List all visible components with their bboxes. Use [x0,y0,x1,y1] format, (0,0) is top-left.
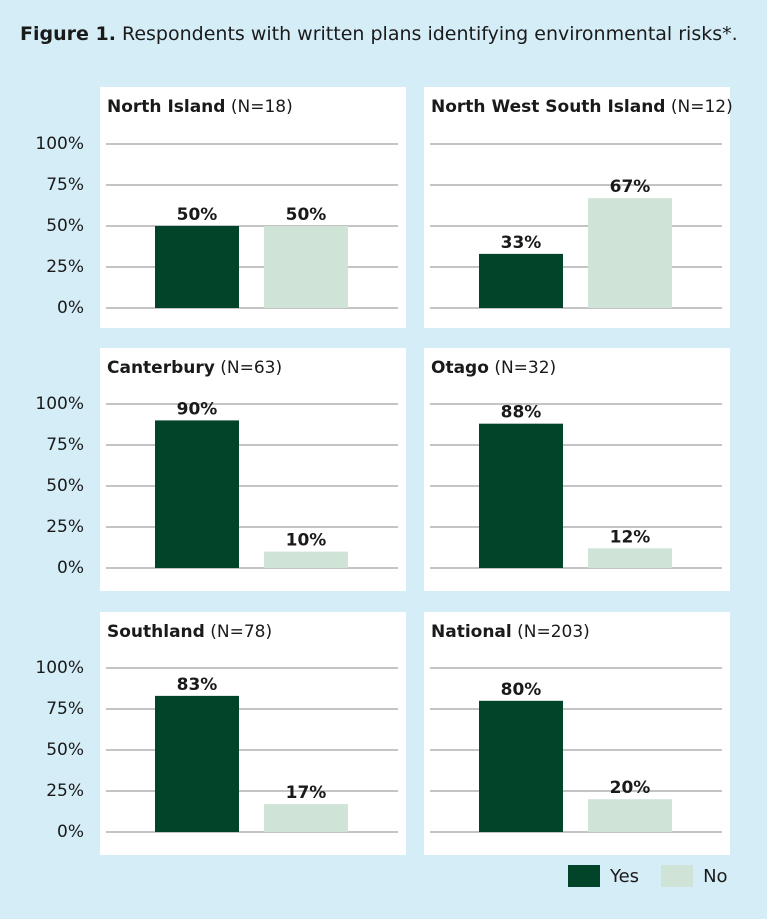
bar-value-label: 67% [610,177,651,197]
chart-title-region: North West South Island [431,97,666,117]
legend-label-no: No [703,865,728,887]
bar-yes [479,253,563,308]
chart-title-region: North Island [107,97,226,117]
y-tick-label: 0% [57,558,84,578]
legend-swatch-no [661,865,694,887]
chart-panel: North West South Island (N=12) 33% 67% [424,87,733,328]
chart-title-region: Otago [431,358,489,378]
chart-title: Otago (N=32) [431,358,556,378]
figure-title: Figure 1. Respondents with written plans… [20,20,760,48]
y-tick-label: 25% [46,257,84,277]
chart-title: National (N=203) [431,622,590,642]
bar-no [588,548,672,568]
chart-title-n: (N=203) [517,622,590,642]
chart-title-n: (N=78) [210,622,273,642]
legend-item-no: No [661,865,728,887]
figure-label: Figure 1. [20,23,116,45]
y-tick-label: 0% [57,298,84,318]
bar-value-label: 80% [501,680,542,700]
y-tick-label: 50% [46,216,84,236]
bar-value-label: 10% [286,531,327,551]
bar-no [588,799,672,832]
chart-title-region: Southland [107,622,205,642]
bar-value-label: 50% [286,205,327,225]
chart-title-region: Canterbury [107,358,215,378]
chart-title: North Island (N=18) [107,97,293,117]
y-tick-label: 100% [35,658,84,678]
chart-title: Canterbury (N=63) [107,358,282,378]
legend: Yes No [568,864,728,888]
chart-title-n: (N=63) [220,358,283,378]
y-tick-label: 0% [57,822,84,842]
chart-title-n: (N=32) [494,358,557,378]
bar-value-label: 17% [286,783,327,803]
bar-no [264,226,348,308]
chart-title-n: (N=18) [230,97,293,117]
chart-panel: Southland (N=78) 83% 17% [100,612,406,855]
bar-yes [155,226,239,308]
y-tick-label: 75% [46,699,84,719]
y-tick-label: 100% [35,394,84,414]
bar-value-label: 90% [177,399,218,419]
chart-panel: Otago (N=32) 88% 12% [424,348,730,591]
chart-plot: 80% 20% [430,667,722,833]
bar-value-label: 20% [610,778,651,798]
y-tick-label: 50% [46,740,84,760]
chart-plot: 33% 67% [430,143,722,309]
bar-value-label: 33% [501,233,542,253]
bar-yes [155,420,239,568]
chart-panel: North Island (N=18) 50% 50% [100,87,406,328]
chart-panel: Canterbury (N=63) 90% 10% [100,348,406,591]
chart-title-region: National [431,622,512,642]
legend-swatch-yes [568,865,600,887]
bar-value-label: 12% [610,527,651,547]
legend-item-yes: Yes [568,865,639,887]
bar-yes [479,423,563,568]
bar-no [264,551,348,568]
chart-plot: 88% 12% [430,403,722,569]
bar-yes [155,695,239,832]
bar-yes [479,700,563,832]
bar-no [588,198,672,308]
y-tick-label: 75% [46,435,84,455]
chart-panel: National (N=203) 80% 20% [424,612,730,855]
chart-title-n: (N=12) [670,97,733,117]
bar-value-label: 88% [501,403,542,423]
bar-no [264,804,348,832]
chart-plot: 50% 50% [106,143,398,309]
y-tick-label: 25% [46,781,84,801]
y-tick-label: 50% [46,476,84,496]
bar-value-label: 83% [177,675,218,695]
chart-plot: 83% 17% [106,667,398,833]
chart-plot: 90% 10% [106,399,398,569]
bar-value-label: 50% [177,205,218,225]
legend-label-yes: Yes [610,865,640,887]
y-tick-label: 100% [35,134,84,154]
figure-caption: Respondents with written plans identifyi… [121,23,738,45]
chart-title: North West South Island (N=12) [431,97,733,117]
y-tick-label: 25% [46,517,84,537]
chart-title: Southland (N=78) [107,622,272,642]
y-tick-label: 75% [46,175,84,195]
